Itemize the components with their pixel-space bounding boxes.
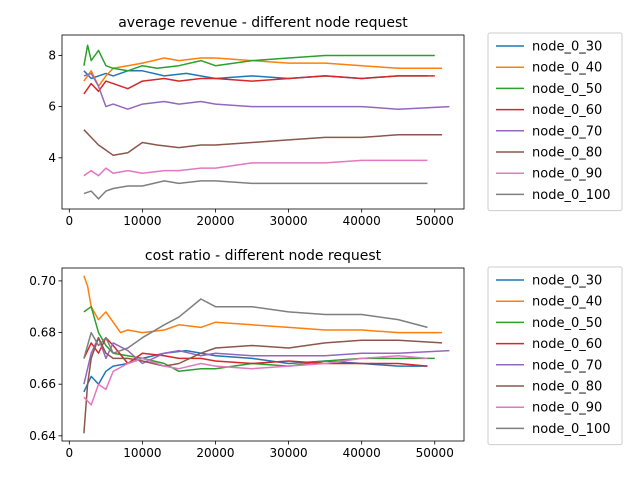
series-line-node-0-100	[83, 180, 428, 200]
legend-label: node_0_100	[532, 422, 611, 437]
legend-label: node_0_70	[532, 124, 602, 139]
x-tick-label: 50000	[416, 214, 454, 228]
y-tick-label: 0.70	[29, 274, 56, 288]
x-tick-label: 20000	[196, 214, 234, 228]
legend-label: node_0_100	[532, 188, 611, 203]
x-tick-label: 10000	[123, 446, 161, 460]
x-tick-label: 0	[65, 214, 73, 228]
legend-label: node_0_80	[532, 146, 602, 161]
plot-frame-1	[61, 267, 465, 442]
legend-label: node_0_90	[532, 167, 602, 182]
x-tick-label: 20000	[196, 446, 234, 460]
legend-box-0	[487, 32, 623, 212]
series-line-node-0-70	[83, 72, 450, 110]
series-line-node-0-40	[83, 275, 443, 334]
y-tick-label: 0.68	[29, 326, 56, 340]
plot-frame-0	[61, 34, 465, 210]
series-line-node-0-60	[83, 75, 435, 95]
legend-label: node_0_90	[532, 401, 602, 416]
legend-box-1	[487, 266, 623, 446]
series-line-node-0-90	[83, 355, 428, 406]
legend-label: node_0_30	[532, 274, 602, 289]
x-tick-label: 10000	[123, 214, 161, 228]
series-line-node-0-80	[83, 336, 443, 434]
series-line-node-0-40	[83, 57, 443, 87]
legend-label: node_0_30	[532, 40, 602, 55]
x-tick-label: 40000	[343, 214, 381, 228]
legend-label: node_0_60	[532, 337, 602, 352]
legend-label: node_0_40	[532, 61, 602, 76]
series-line-node-0-60	[83, 336, 428, 367]
x-tick-label: 50000	[416, 446, 454, 460]
legend-label: node_0_40	[532, 295, 602, 310]
y-tick-label: 0.66	[29, 377, 56, 391]
legend-label: node_0_50	[532, 316, 602, 331]
series-line-node-0-80	[83, 129, 443, 157]
x-tick-label: 0	[65, 446, 73, 460]
x-tick-label: 30000	[269, 214, 307, 228]
series-line-node-0-50	[83, 305, 435, 373]
y-tick-label: 0.64	[29, 429, 56, 443]
legend-label: node_0_80	[532, 380, 602, 395]
series-line-node-0-50	[83, 44, 435, 72]
y-tick-label: 8	[48, 48, 56, 62]
series-line-node-0-100	[83, 298, 428, 359]
legend-label: node_0_50	[532, 82, 602, 97]
legend-label: node_0_70	[532, 358, 602, 373]
y-tick-label: 4	[48, 151, 56, 165]
series-line-node-0-70	[83, 336, 450, 385]
y-tick-label: 6	[48, 100, 56, 114]
x-tick-label: 30000	[269, 446, 307, 460]
chart-title-0: average revenue - different node request	[118, 15, 408, 31]
series-line-node-0-90	[83, 159, 428, 177]
chart-title-1: cost ratio - different node request	[145, 248, 382, 264]
x-tick-label: 40000	[343, 446, 381, 460]
legend-label: node_0_60	[532, 103, 602, 118]
